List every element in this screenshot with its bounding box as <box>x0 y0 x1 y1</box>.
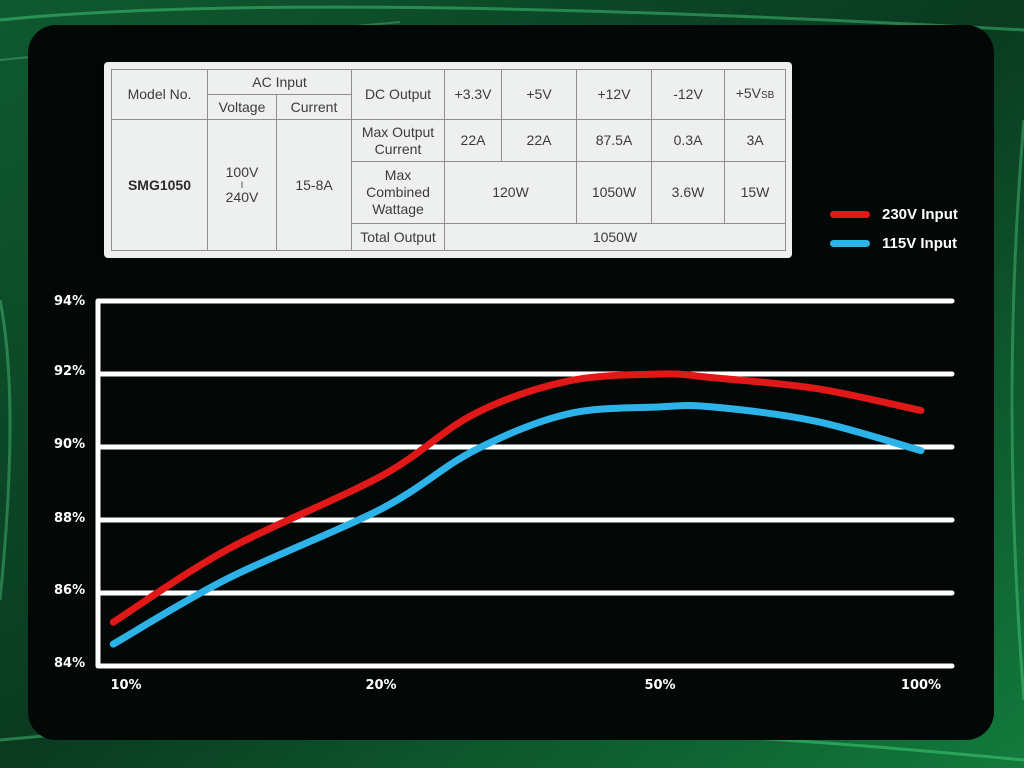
current-header: Current <box>275 94 353 120</box>
rail-3v3-header: +3.3V <box>444 69 503 120</box>
spec-table-card: Model No. AC Input DC Output +3.3V +5V +… <box>104 62 792 258</box>
x-tick-100: 100% <box>900 678 942 693</box>
voltage-high: 240V <box>225 189 259 205</box>
dc-output-header: DC Output <box>351 69 446 120</box>
rail-5vsb-header: +5VSB <box>724 69 787 120</box>
voltage-low: 100V <box>225 164 259 180</box>
legend-swatch-230v <box>830 210 870 218</box>
combined-5vsb: 15W <box>724 161 787 224</box>
rail-5vsb-label: +5V <box>735 85 761 101</box>
y-tick-84: 84% <box>54 656 86 671</box>
total-output-value: 1050W <box>444 223 787 251</box>
y-tick-92: 92% <box>54 364 86 379</box>
max-current-12v: 87.5A <box>576 119 653 162</box>
voltage-cell: 100V I 240V <box>207 119 277 251</box>
model-cell: SMG1050 <box>111 119 208 251</box>
x-tick-50: 50% <box>644 678 676 693</box>
series-line-115v-input <box>109 401 925 648</box>
x-tick-10: 10% <box>110 678 142 693</box>
legend-item-115v: 115V Input <box>830 232 957 254</box>
y-tick-88: 88% <box>54 511 86 526</box>
voltage-separator: I <box>240 180 244 190</box>
current-cell: 15-8A <box>275 119 353 251</box>
legend-label-230v: 230V Input <box>882 205 958 223</box>
combined-minus12v: 3.6W <box>651 161 726 224</box>
spec-table: Model No. AC Input DC Output +3.3V +5V +… <box>111 69 787 251</box>
y-tick-94: 94% <box>54 294 86 309</box>
legend-item-230v: 230V Input <box>830 203 958 225</box>
x-tick-20: 20% <box>365 678 397 693</box>
rail-5vsb-suffix: SB <box>761 90 775 101</box>
series-line-230v-input <box>109 370 925 626</box>
total-output-label: Total Output <box>351 223 446 251</box>
y-tick-90: 90% <box>54 437 86 452</box>
max-current-minus12v: 0.3A <box>651 119 726 162</box>
legend-swatch-115v <box>830 239 870 247</box>
legend-label-115v: 115V Input <box>882 234 958 252</box>
y-tick-86: 86% <box>54 583 86 598</box>
ac-input-header: AC Input <box>206 69 353 95</box>
